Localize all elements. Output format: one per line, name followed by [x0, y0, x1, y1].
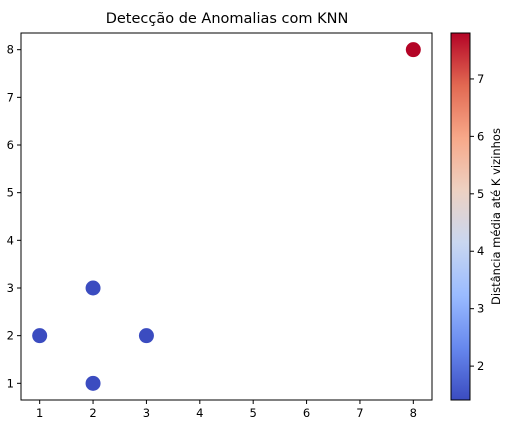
colorbar-tick-label: 7 — [477, 72, 484, 86]
x-tick-label: 3 — [143, 406, 150, 420]
colorbar-tick-label: 2 — [477, 359, 484, 373]
colorbar-tick-label: 6 — [477, 129, 484, 143]
y-tick-label: 8 — [7, 43, 14, 57]
data-point-3 — [85, 280, 101, 296]
plot-frame — [20, 32, 433, 401]
x-tick-label: 8 — [410, 406, 417, 420]
y-tick-label: 2 — [7, 329, 14, 343]
x-tick-label: 4 — [196, 406, 203, 420]
data-point-2 — [85, 375, 101, 391]
data-point-4 — [138, 328, 154, 344]
y-tick-label: 3 — [7, 281, 14, 295]
colorbar-tick-label: 4 — [477, 244, 484, 258]
colorbar-tick-label: 5 — [477, 187, 484, 201]
chart-title: Detecção de Anomalias com KNN — [106, 11, 349, 27]
colorbar — [450, 32, 471, 401]
data-point-5 — [405, 42, 421, 58]
x-tick-label: 2 — [89, 406, 96, 420]
y-tick-label: 5 — [7, 186, 14, 200]
x-tick-label: 7 — [356, 406, 363, 420]
x-tick-label: 1 — [36, 406, 43, 420]
colorbar-label: Distância média até K vizinhos — [489, 128, 503, 305]
y-tick-label: 6 — [7, 138, 14, 152]
y-tick-label: 7 — [7, 90, 14, 104]
y-tick-label: 1 — [7, 376, 14, 390]
x-tick-label: 6 — [303, 406, 310, 420]
y-tick-label: 4 — [7, 233, 14, 247]
colorbar-tick-label: 3 — [477, 302, 484, 316]
data-point-1 — [32, 328, 48, 344]
x-tick-label: 5 — [250, 406, 257, 420]
